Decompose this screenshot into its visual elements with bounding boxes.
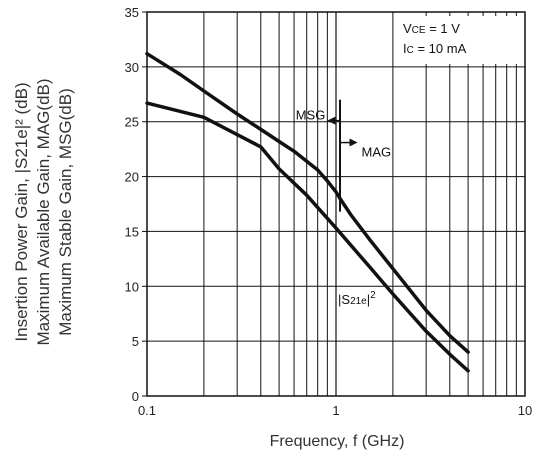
plot-grid xyxy=(146,11,526,397)
mag-label: MAG xyxy=(362,145,392,160)
y-tick-label: 15 xyxy=(125,224,139,239)
y-tick-label: 35 xyxy=(125,5,139,20)
msg-label: MSG xyxy=(296,108,326,123)
mag-arrow-head xyxy=(349,138,358,147)
y-axis-title-line3: Maximum Stable Gain, MSG(dB) xyxy=(56,88,75,336)
x-tick-label: 1 xyxy=(332,403,339,418)
series-group xyxy=(145,51,470,373)
conditions-box xyxy=(395,16,523,64)
s21-label: |S21e|2 xyxy=(338,290,376,307)
y-tick-label: 25 xyxy=(125,115,139,130)
annotations: VCE = 1 V IC = 10 mA MSG MAG |S21e|2 xyxy=(296,16,523,307)
x-axis-title: Frequency, f (GHz) xyxy=(270,433,405,450)
vce-condition-label: VCE = 1 V xyxy=(403,21,460,36)
y-axis-title-line2: Maximum Available Gain, MAG(dB) xyxy=(34,78,53,345)
ic-condition-label: IC = 10 mA xyxy=(403,41,467,56)
y-tick-label: 0 xyxy=(132,389,139,404)
y-tick-label: 30 xyxy=(125,60,139,75)
y-tick-label: 20 xyxy=(125,170,139,185)
msg-arrow-head xyxy=(327,116,336,125)
y-axis-title-line1: Insertion Power Gain, |S21e|² (dB) xyxy=(12,82,31,341)
x-tick-label: 10 xyxy=(518,403,532,418)
x-tick-label: 0.1 xyxy=(138,403,156,418)
plot-frame xyxy=(146,11,526,397)
axis-ticks: 0 5 10 15 20 25 30 35 0.1 1 10 xyxy=(125,5,533,418)
series-line-s21 xyxy=(145,101,470,373)
y-tick-label: 10 xyxy=(125,279,139,294)
y-axis-title: Insertion Power Gain, |S21e|² (dB) Maxim… xyxy=(12,78,75,345)
series-line-msg_mag xyxy=(145,51,470,354)
y-tick-label: 5 xyxy=(132,334,139,349)
